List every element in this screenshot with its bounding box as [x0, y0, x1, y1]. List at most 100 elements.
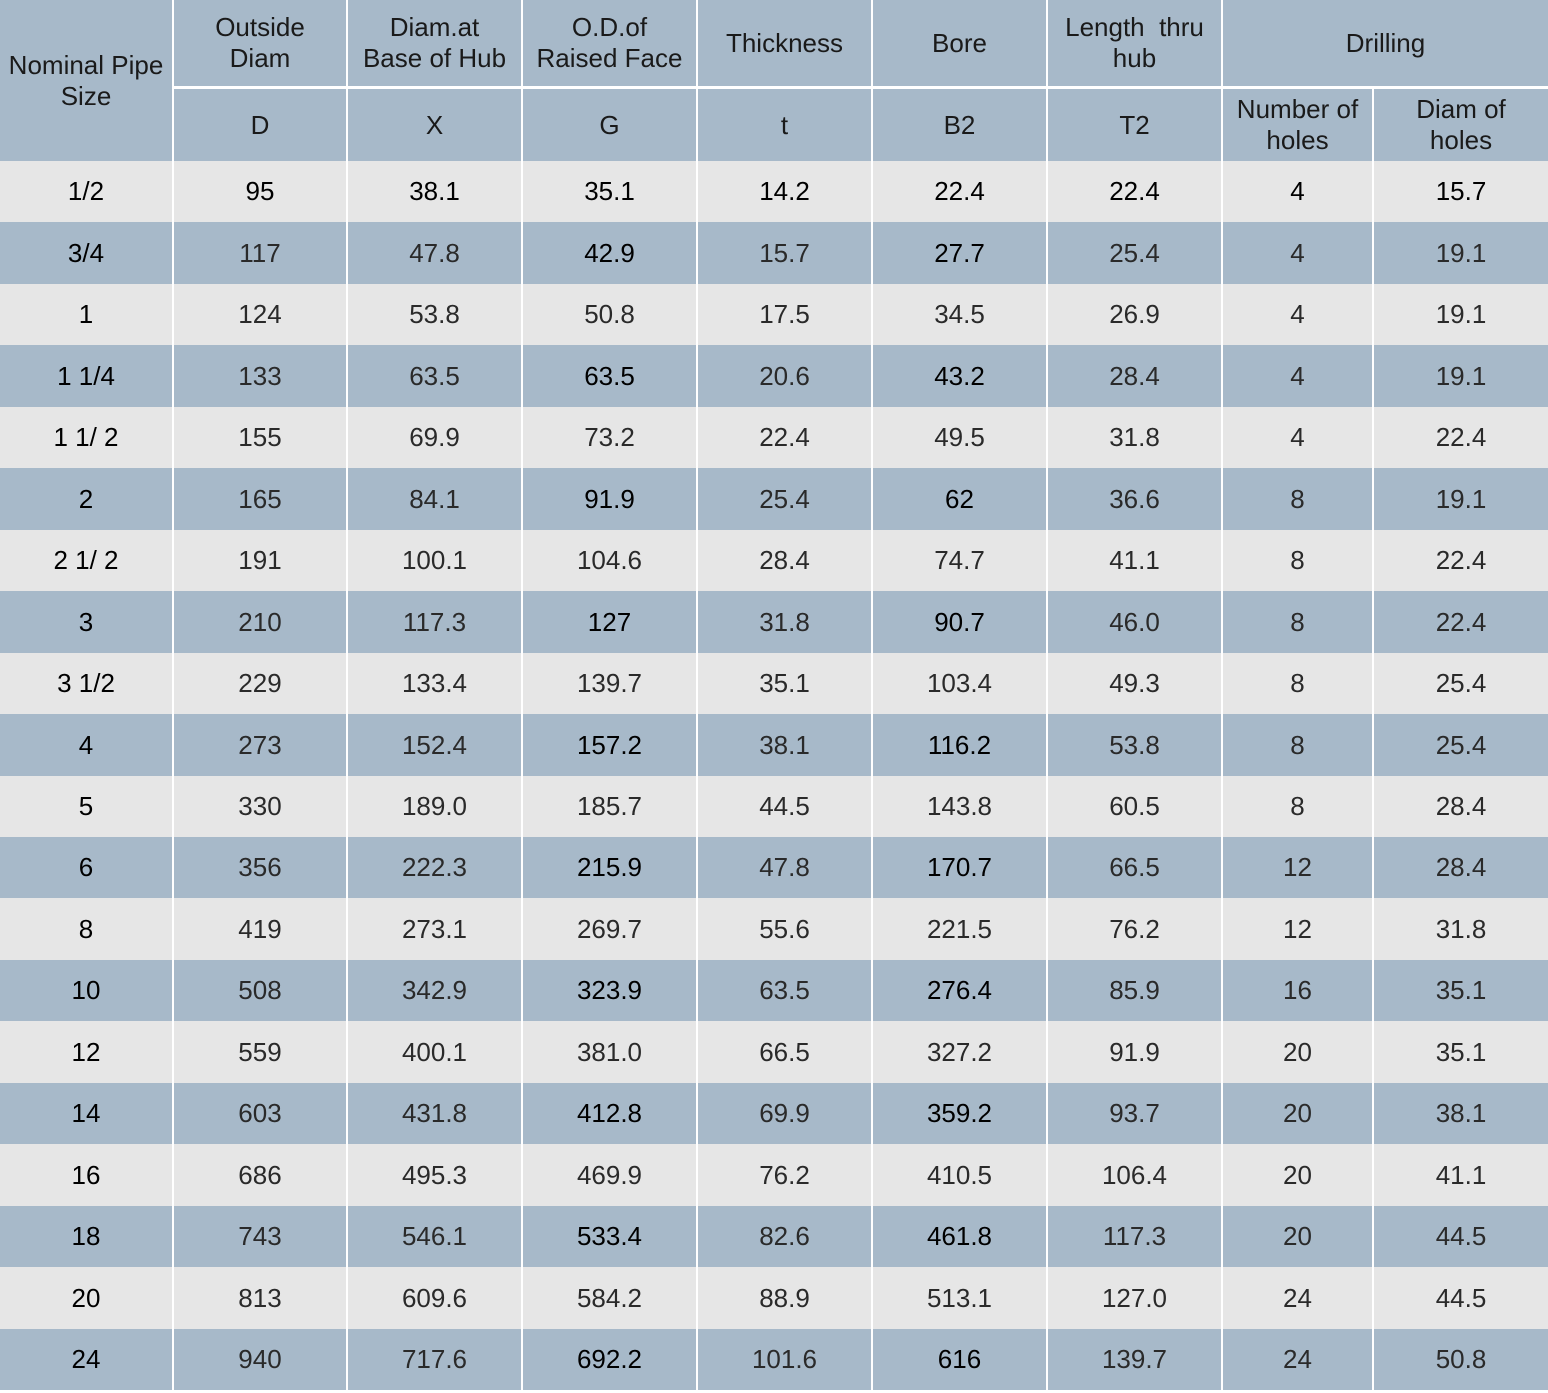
value-cell: 50.8 — [523, 283, 696, 346]
value-cell: 44.5 — [1374, 1267, 1548, 1330]
value-cell: 31.8 — [1048, 406, 1221, 469]
value-cell: 419 — [174, 898, 346, 961]
value-cell: 4 — [1223, 222, 1372, 285]
value-cell: 222.3 — [348, 836, 521, 899]
size-cell: 6 — [0, 836, 172, 899]
column-header: Thickness — [698, 0, 871, 86]
value-cell: 431.8 — [348, 1082, 521, 1145]
value-cell: 508 — [174, 959, 346, 1022]
value-cell: 4 — [1223, 283, 1372, 346]
value-cell: 41.1 — [1374, 1144, 1548, 1207]
value-cell: 469.9 — [523, 1144, 696, 1207]
value-cell: 133 — [174, 345, 346, 408]
value-cell: 4 — [1223, 406, 1372, 469]
value-cell: 60.5 — [1048, 775, 1221, 838]
value-cell: 49.5 — [873, 406, 1046, 469]
value-cell: 273.1 — [348, 898, 521, 961]
size-cell: 3 — [0, 591, 172, 654]
value-cell: 139.7 — [1048, 1328, 1221, 1391]
value-cell: 20 — [1223, 1021, 1372, 1084]
value-cell: 143.8 — [873, 775, 1046, 838]
value-cell: 533.4 — [523, 1205, 696, 1268]
value-cell: 191 — [174, 529, 346, 592]
column-symbol: G — [523, 89, 696, 161]
value-cell: 55.6 — [698, 898, 871, 961]
value-cell: 22.4 — [1374, 406, 1548, 469]
value-cell: 8 — [1223, 591, 1372, 654]
size-cell: 5 — [0, 775, 172, 838]
value-cell: 63.5 — [523, 345, 696, 408]
size-cell: 2 — [0, 468, 172, 531]
value-cell: 25.4 — [1048, 222, 1221, 285]
value-cell: 53.8 — [1048, 714, 1221, 776]
value-cell: 24 — [1223, 1267, 1372, 1330]
size-cell: 24 — [0, 1328, 172, 1391]
value-cell: 273 — [174, 714, 346, 776]
value-cell: 189.0 — [348, 775, 521, 838]
value-cell: 100.1 — [348, 529, 521, 592]
size-cell: 8 — [0, 898, 172, 961]
value-cell: 215.9 — [523, 836, 696, 899]
value-cell: 82.6 — [698, 1205, 871, 1268]
value-cell: 44.5 — [1374, 1205, 1548, 1268]
value-cell: 117.3 — [1048, 1205, 1221, 1268]
value-cell: 91.9 — [1048, 1021, 1221, 1084]
value-cell: 327.2 — [873, 1021, 1046, 1084]
value-cell: 412.8 — [523, 1082, 696, 1145]
value-cell: 8 — [1223, 714, 1372, 776]
value-cell: 34.5 — [873, 283, 1046, 346]
value-cell: 4 — [1223, 345, 1372, 408]
value-cell: 31.8 — [698, 591, 871, 654]
value-cell: 616 — [873, 1328, 1046, 1391]
value-cell: 603 — [174, 1082, 346, 1145]
value-cell: 127 — [523, 591, 696, 654]
value-cell: 157.2 — [523, 714, 696, 776]
value-cell: 717.6 — [348, 1328, 521, 1391]
value-cell: 117.3 — [348, 591, 521, 654]
size-cell: 20 — [0, 1267, 172, 1330]
value-cell: 12 — [1223, 898, 1372, 961]
value-cell: 44.5 — [698, 775, 871, 838]
value-cell: 25.4 — [698, 468, 871, 531]
value-cell: 66.5 — [698, 1021, 871, 1084]
size-cell: 16 — [0, 1144, 172, 1207]
value-cell: 106.4 — [1048, 1144, 1221, 1207]
value-cell: 743 — [174, 1205, 346, 1268]
value-cell: 14.2 — [698, 161, 871, 223]
value-cell: 152.4 — [348, 714, 521, 776]
value-cell: 22.4 — [1374, 529, 1548, 592]
value-cell: 41.1 — [1048, 529, 1221, 592]
value-cell: 25.4 — [1374, 714, 1548, 776]
column-header: O.D.of Raised Face — [523, 0, 696, 86]
size-cell: 4 — [0, 714, 172, 776]
value-cell: 27.7 — [873, 222, 1046, 285]
value-cell: 53.8 — [348, 283, 521, 346]
value-cell: 359.2 — [873, 1082, 1046, 1145]
size-cell: 1 1/4 — [0, 345, 172, 408]
value-cell: 47.8 — [348, 222, 521, 285]
value-cell: 692.2 — [523, 1328, 696, 1391]
value-cell: 43.2 — [873, 345, 1046, 408]
value-cell: 323.9 — [523, 959, 696, 1022]
value-cell: 170.7 — [873, 836, 1046, 899]
size-cell: 3/4 — [0, 222, 172, 285]
value-cell: 24 — [1223, 1328, 1372, 1391]
value-cell: 22.4 — [873, 161, 1046, 223]
value-cell: 16 — [1223, 959, 1372, 1022]
value-cell: 276.4 — [873, 959, 1046, 1022]
value-cell: 22.4 — [1374, 591, 1548, 654]
value-cell: 330 — [174, 775, 346, 838]
value-cell: 74.7 — [873, 529, 1046, 592]
value-cell: 940 — [174, 1328, 346, 1391]
value-cell: 69.9 — [698, 1082, 871, 1145]
column-symbol: X — [348, 89, 521, 161]
value-cell: 69.9 — [348, 406, 521, 469]
size-cell: 1 1/ 2 — [0, 406, 172, 469]
value-cell: 8 — [1223, 775, 1372, 838]
value-cell: 342.9 — [348, 959, 521, 1022]
column-symbol: T2 — [1048, 89, 1221, 161]
size-cell: 1 — [0, 283, 172, 346]
value-cell: 20.6 — [698, 345, 871, 408]
value-cell: 686 — [174, 1144, 346, 1207]
